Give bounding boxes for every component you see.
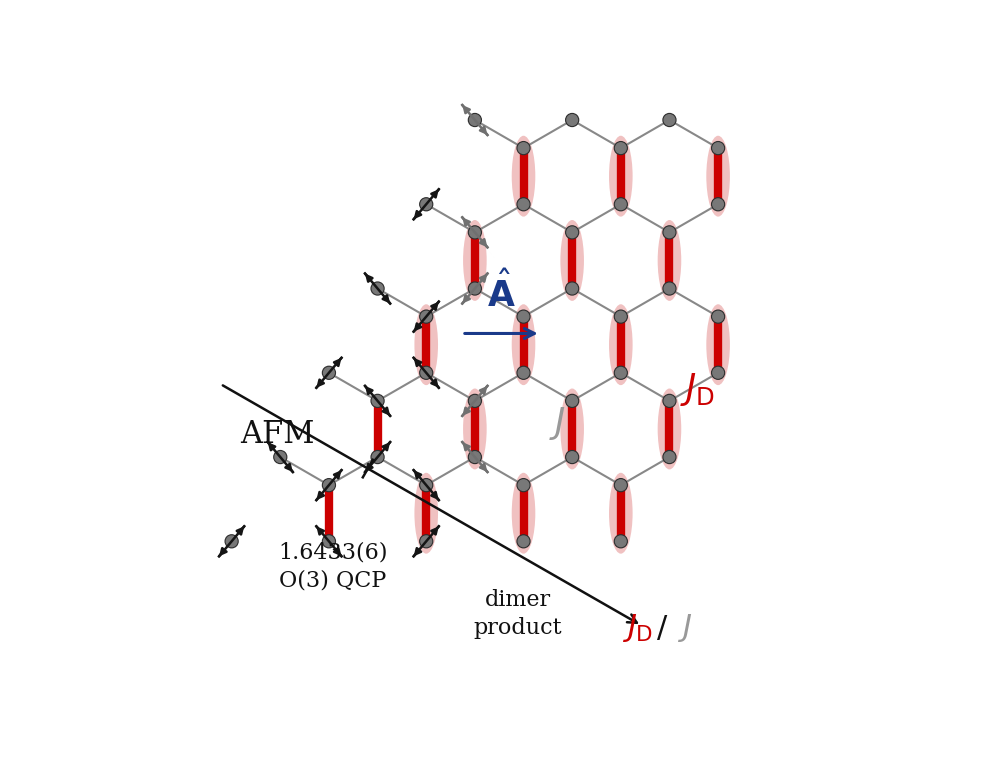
Circle shape [324, 536, 334, 547]
Circle shape [616, 480, 626, 490]
Circle shape [420, 198, 433, 211]
Circle shape [468, 282, 481, 295]
Text: 1.6433(6)
O(3) QCP: 1.6433(6) O(3) QCP [278, 542, 387, 591]
Text: $J$: $J$ [549, 405, 566, 442]
Circle shape [324, 368, 334, 378]
Circle shape [566, 394, 579, 408]
Circle shape [420, 310, 433, 323]
Circle shape [664, 115, 675, 126]
Circle shape [713, 142, 723, 153]
Circle shape [468, 226, 481, 239]
Circle shape [421, 199, 432, 210]
Circle shape [470, 395, 480, 406]
Text: dimer
product: dimer product [474, 589, 562, 639]
Circle shape [518, 311, 529, 322]
Circle shape [663, 394, 676, 408]
Ellipse shape [706, 304, 730, 385]
Circle shape [421, 311, 432, 322]
Circle shape [713, 199, 723, 210]
Circle shape [713, 368, 723, 378]
Circle shape [517, 479, 530, 492]
Circle shape [468, 113, 481, 126]
Circle shape [614, 366, 627, 379]
Circle shape [518, 536, 529, 547]
Circle shape [616, 368, 626, 378]
Ellipse shape [658, 220, 681, 301]
Circle shape [371, 450, 384, 463]
Circle shape [566, 226, 579, 239]
Circle shape [663, 226, 676, 239]
Circle shape [518, 142, 529, 153]
Circle shape [470, 115, 480, 126]
Circle shape [567, 452, 577, 463]
Circle shape [518, 199, 529, 210]
Circle shape [664, 452, 675, 463]
Ellipse shape [463, 220, 487, 301]
Circle shape [614, 310, 627, 323]
Circle shape [566, 113, 579, 126]
Circle shape [712, 142, 725, 155]
Ellipse shape [463, 388, 487, 470]
Circle shape [470, 227, 480, 237]
Circle shape [420, 535, 433, 548]
Circle shape [712, 366, 725, 379]
Circle shape [566, 282, 579, 295]
Circle shape [518, 480, 529, 490]
Ellipse shape [609, 136, 633, 217]
Circle shape [517, 366, 530, 379]
Circle shape [616, 199, 626, 210]
Circle shape [371, 394, 384, 408]
Text: AFM: AFM [240, 419, 314, 450]
Circle shape [517, 142, 530, 155]
Circle shape [664, 395, 675, 406]
Circle shape [712, 310, 725, 323]
Circle shape [517, 310, 530, 323]
Circle shape [614, 535, 627, 548]
Ellipse shape [512, 304, 535, 385]
Circle shape [421, 536, 432, 547]
Circle shape [468, 394, 481, 408]
Circle shape [421, 368, 432, 378]
Circle shape [567, 395, 577, 406]
Circle shape [664, 227, 675, 237]
Circle shape [713, 311, 723, 322]
Circle shape [420, 366, 433, 379]
Circle shape [712, 198, 725, 211]
Ellipse shape [512, 136, 535, 217]
Circle shape [470, 283, 480, 294]
Circle shape [371, 282, 384, 295]
Circle shape [663, 450, 676, 463]
Circle shape [517, 535, 530, 548]
Circle shape [614, 142, 627, 155]
Circle shape [372, 395, 383, 406]
Circle shape [518, 368, 529, 378]
Ellipse shape [414, 304, 438, 385]
Circle shape [663, 113, 676, 126]
Ellipse shape [560, 388, 584, 470]
Circle shape [324, 480, 334, 490]
Circle shape [663, 282, 676, 295]
Circle shape [372, 452, 383, 463]
Circle shape [322, 535, 335, 548]
Ellipse shape [658, 388, 681, 470]
Text: $\hat{\mathbf{A}}$: $\hat{\mathbf{A}}$ [487, 271, 516, 314]
Circle shape [225, 535, 238, 548]
Circle shape [614, 198, 627, 211]
Circle shape [275, 452, 286, 463]
Circle shape [322, 479, 335, 492]
Ellipse shape [609, 473, 633, 554]
Circle shape [614, 479, 627, 492]
Circle shape [567, 283, 577, 294]
Circle shape [226, 536, 237, 547]
Ellipse shape [706, 136, 730, 217]
Text: $J_{\mathrm{D}}$: $J_{\mathrm{D}}$ [680, 372, 715, 408]
Circle shape [616, 536, 626, 547]
Ellipse shape [560, 220, 584, 301]
Text: $/$: $/$ [656, 613, 669, 644]
Circle shape [664, 283, 675, 294]
Circle shape [566, 450, 579, 463]
Circle shape [567, 227, 577, 237]
Circle shape [616, 311, 626, 322]
Ellipse shape [609, 304, 633, 385]
Text: $J_{\mathrm{D}}$: $J_{\mathrm{D}}$ [622, 612, 653, 644]
